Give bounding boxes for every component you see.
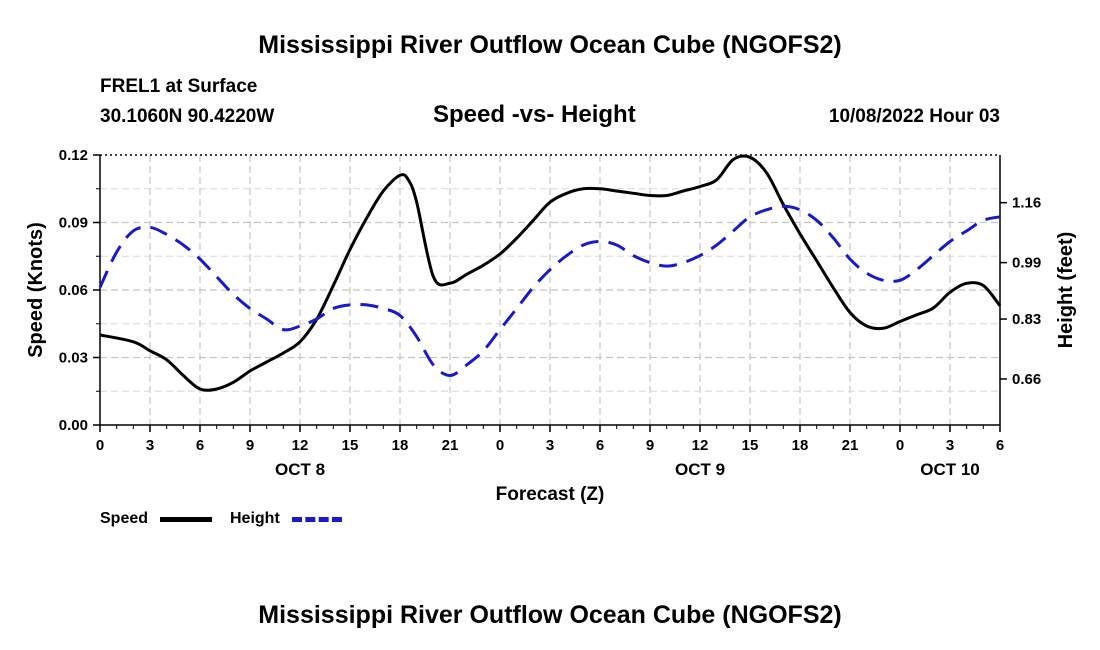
station-label: FREL1 at Surface bbox=[100, 76, 258, 97]
y2-tick-label: 0.83 bbox=[1012, 311, 1041, 328]
speed-height-chart: 0 3 6 9 12 15 18 21 0 3 6 9 12 15 18 21 0 3 6 OCT 8 OCT 9 OCT… bbox=[25, 147, 1077, 505]
x-axis-title: Forecast (Z) bbox=[496, 484, 605, 505]
footer-title: Mississippi River Outflow Ocean Cube (NG… bbox=[258, 601, 842, 629]
height-series-line bbox=[98, 204, 1001, 377]
speed-series-line bbox=[99, 154, 1002, 392]
legend-speed-label: Speed bbox=[100, 510, 149, 527]
x-tick-label: 12 bbox=[292, 437, 309, 454]
y-tick-label: 0.09 bbox=[59, 215, 88, 232]
x-tick-label: 0 bbox=[496, 437, 504, 454]
forecast-datetime: 10/08/2022 Hour 03 bbox=[828, 106, 1000, 127]
x-tick-label: 3 bbox=[546, 437, 554, 454]
legend-height-label: Height bbox=[230, 510, 280, 527]
x-day-label: OCT 10 bbox=[920, 460, 980, 479]
y2-tick-label: 0.66 bbox=[1012, 371, 1041, 388]
x-tick-label: 21 bbox=[842, 437, 859, 454]
page-title: Mississippi River Outflow Ocean Cube (NG… bbox=[258, 31, 842, 59]
x-tick-label: 3 bbox=[146, 437, 154, 454]
x-tick-label: 9 bbox=[246, 437, 254, 454]
y-tick-label: 0.00 bbox=[59, 417, 88, 434]
y-tick-label: 0.06 bbox=[59, 282, 88, 299]
x-tick-label: 21 bbox=[442, 437, 459, 454]
x-tick-label: 0 bbox=[96, 437, 104, 454]
coordinates-label: 30.1060N 90.4220W bbox=[100, 106, 275, 127]
y2-axis-title: Height (feet) bbox=[1055, 232, 1077, 349]
x-day-label: OCT 9 bbox=[675, 460, 725, 479]
x-tick-label: 6 bbox=[996, 437, 1004, 454]
y-tick-label: 0.12 bbox=[59, 147, 88, 164]
x-tick-label: 0 bbox=[896, 437, 904, 454]
x-tick-label: 6 bbox=[596, 437, 604, 454]
chart-subtitle: Speed -vs- Height bbox=[433, 101, 636, 128]
x-day-label: OCT 8 bbox=[275, 460, 325, 479]
x-tick-label: 15 bbox=[342, 437, 359, 454]
x-tick-label: 6 bbox=[196, 437, 204, 454]
x-tick-label: 9 bbox=[646, 437, 654, 454]
x-tick-label: 15 bbox=[742, 437, 759, 454]
x-tick-label: 3 bbox=[946, 437, 954, 454]
x-tick-label: 18 bbox=[792, 437, 809, 454]
x-tick-label: 12 bbox=[692, 437, 709, 454]
x-tick-label: 18 bbox=[392, 437, 409, 454]
legend-speed-swatch bbox=[160, 517, 212, 522]
y-axis-title: Speed (Knots) bbox=[25, 222, 47, 358]
y2-tick-label: 0.99 bbox=[1012, 255, 1041, 272]
y-tick-label: 0.03 bbox=[59, 350, 88, 367]
y2-tick-label: 1.16 bbox=[1012, 195, 1041, 212]
legend-height-swatch bbox=[292, 517, 342, 522]
